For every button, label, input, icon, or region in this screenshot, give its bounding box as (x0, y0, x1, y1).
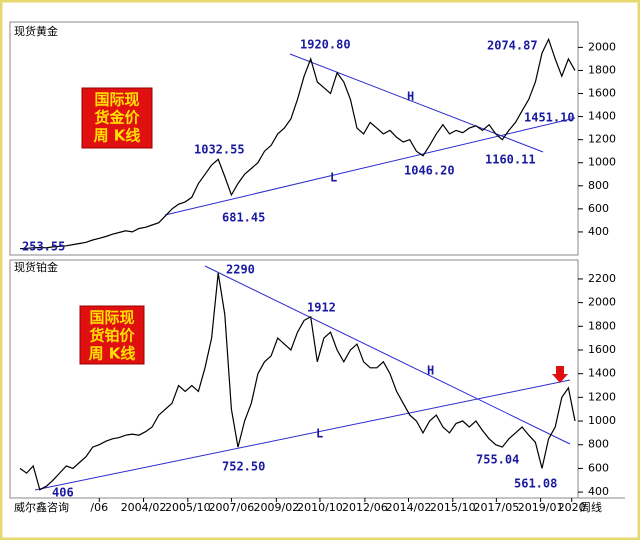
y-tick-label: 400 (588, 225, 609, 238)
panel-title: 现货铂金 (14, 260, 58, 274)
annotation: 1451.10 (524, 111, 575, 125)
x-tick-label: 2009/02 (254, 501, 300, 514)
x-tick-label: 2007/06 (209, 501, 255, 514)
y-tick-label: 400 (588, 485, 609, 498)
trend-h (204, 265, 571, 445)
annotation: 1920.80 (300, 38, 351, 52)
y-tick-label: 1000 (588, 414, 616, 427)
y-tick-label: 800 (588, 179, 609, 192)
y-tick-label: 1600 (588, 343, 616, 356)
box-text: 货铂价 (89, 327, 135, 345)
box-text: 国际现 (89, 309, 134, 327)
x-tick-label: 2012/06 (342, 501, 388, 514)
box-text: 国际现 (94, 91, 139, 109)
annotation: 1032.55 (194, 143, 245, 157)
y-tick-label: 1000 (588, 156, 616, 169)
y-tick-label: 1200 (588, 133, 616, 146)
y-tick-label: 1600 (588, 87, 616, 100)
y-tick-label: 800 (588, 438, 609, 451)
box-text: 周 K线 (89, 345, 136, 363)
y-tick-label: 600 (588, 202, 609, 215)
panel-title: 现货黄金 (14, 24, 58, 38)
y-tick-label: 2000 (588, 296, 616, 309)
label-box (81, 87, 153, 149)
x-tick-label: 2014/02 (386, 501, 432, 514)
label-box (79, 305, 145, 365)
annotation: 253.55 (22, 240, 65, 254)
annotation: L (330, 171, 337, 185)
trend-l (34, 379, 571, 491)
annotation: H (407, 90, 414, 104)
annotation: 755.04 (476, 453, 519, 467)
x-tick-label: 2004/02 (121, 501, 167, 514)
y-tick-label: 1800 (588, 63, 616, 76)
price-line (19, 272, 576, 491)
y-tick-label: 2000 (588, 40, 616, 53)
price-line (19, 37, 576, 250)
y-tick-label: 600 (588, 461, 609, 474)
annotation: 406 (52, 486, 74, 500)
footer-left: 威尔鑫咨询 (14, 500, 69, 514)
annotation: L (316, 427, 323, 441)
x-tick-label: 2020 (558, 501, 586, 514)
y-tick-label: 1400 (588, 110, 616, 123)
x-tick-label: 2005/10 (165, 501, 211, 514)
box-text: 货金价 (94, 109, 140, 127)
x-tick-label: 2017/05 (474, 501, 520, 514)
footer-right: 周线 (580, 500, 602, 514)
y-tick-label: 1200 (588, 390, 616, 403)
box-text: 周 K线 (94, 127, 141, 145)
annotation: 681.45 (222, 211, 265, 225)
annotation: 752.50 (222, 460, 265, 474)
annotation: 561.08 (514, 477, 557, 491)
x-tick-label: 2015/10 (430, 501, 476, 514)
annotation: H (427, 364, 434, 378)
panel-bottom (9, 259, 579, 499)
y-tick-label: 2200 (588, 272, 616, 285)
x-tick-label: 2010/10 (297, 501, 343, 514)
arrow (552, 366, 568, 383)
annotation: 2074.87 (487, 39, 538, 53)
y-tick-label: 1800 (588, 319, 616, 332)
y-tick-label: 1400 (588, 367, 616, 380)
annotation: 1046.20 (404, 164, 455, 178)
annotation: 2290 (226, 263, 255, 277)
x-tick-label: /06 (90, 501, 108, 514)
annotation: 1912 (307, 301, 336, 315)
x-tick-label: 2019/01 (518, 501, 564, 514)
annotation: 1160.11 (485, 153, 536, 167)
